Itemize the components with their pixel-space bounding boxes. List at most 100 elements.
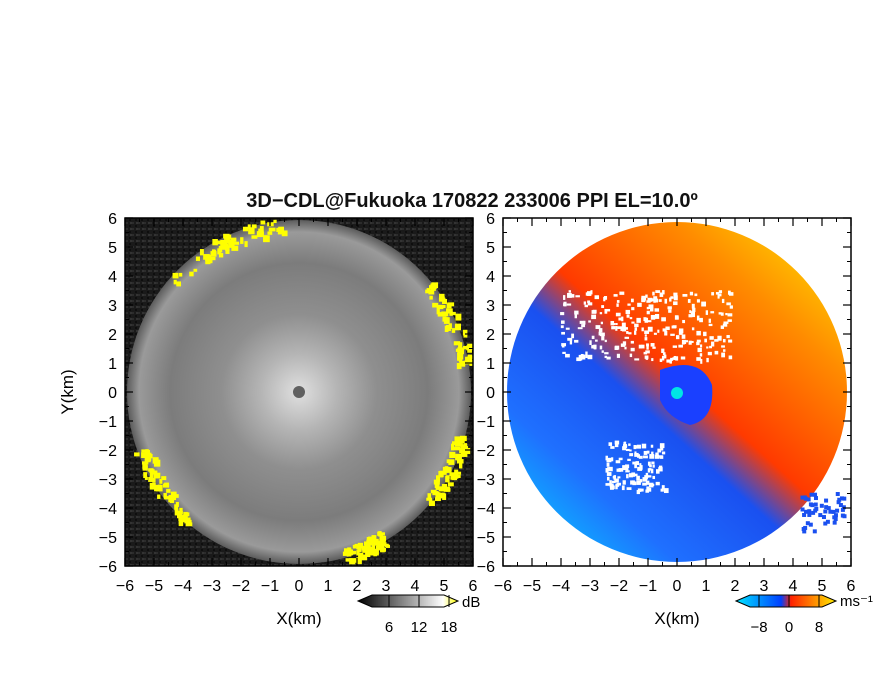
gap-cell [661,485,665,490]
highlight-cell [178,514,184,522]
gap-cell [705,310,709,315]
gap-cell [610,446,615,449]
y-tick-label: −1 [477,414,495,431]
gap-cell [637,488,642,492]
gap-cell [630,347,635,352]
highlight-cell [459,462,463,469]
y-tick-label: 4 [108,269,117,286]
x-tick-label: −2 [232,578,250,595]
gap-cell [591,314,597,320]
highlight-cell [244,241,248,248]
x-tick-label: 2 [353,578,362,595]
gap-cell [711,292,715,296]
gap-cell [619,291,625,295]
gap-cell [653,332,657,335]
x-tick-label: 6 [469,578,478,595]
highlight-cell [366,541,372,546]
gap-cell [676,316,679,320]
x-tick-label: −3 [581,578,599,595]
x-tick-label: −2 [610,578,628,595]
gap-cell [622,445,628,448]
gap-cell [690,340,694,343]
gap-cell [718,312,722,315]
gap-cell [645,350,650,354]
gap-cell [636,489,640,495]
y-tick-label: 5 [486,240,495,257]
highlight-cell [206,258,213,263]
gap-cell [651,451,654,455]
gap-cell [648,468,652,471]
gap-cell [588,320,591,323]
edge-cell [823,509,828,514]
highlight-cell [149,482,156,490]
gap-cell [621,485,625,491]
highlight-cell [432,302,439,308]
gap-cell [696,339,701,343]
gap-cell [584,304,589,308]
highlight-cell [461,361,466,367]
highlight-cell [460,444,464,451]
highlight-cell [375,549,379,556]
gap-cell [571,333,575,339]
gap-cell [647,326,653,332]
gap-cell [606,462,610,467]
gap-cell [647,461,651,466]
edge-cell [807,509,812,514]
gap-cell [725,313,728,316]
gap-cell [650,314,656,320]
gap-cell [622,341,627,346]
highlight-cell [449,311,453,316]
gap-cell [621,316,624,322]
gap-cell [616,482,622,486]
gap-cell [634,327,638,331]
highlight-cell [218,253,224,258]
highlight-cell [354,543,361,548]
highlight-cell [163,496,169,500]
highlight-cell [174,509,179,516]
y-tick-label: −3 [477,472,495,489]
highlight-cell [143,472,148,479]
highlight-cell [259,226,264,232]
highlight-cell [428,289,435,295]
gap-cell [634,463,637,469]
highlight-cell [356,550,360,556]
gap-cell [646,343,649,347]
gap-cell [622,465,626,471]
x-tick-label: −6 [116,578,134,595]
gap-cell [658,455,663,458]
highlight-cell [183,511,188,519]
highlight-cell [446,324,451,331]
highlight-cell [383,542,387,547]
gap-cell [614,345,620,350]
gap-cell [645,480,650,485]
colorbar-tick-label: 18 [441,619,458,636]
y-tick-label: 5 [108,240,117,257]
gap-cell [629,317,633,320]
gap-cell [708,318,711,323]
highlight-cell [451,328,456,333]
gap-cell [721,298,725,304]
y-tick-label: 3 [486,298,495,315]
highlight-cell [443,317,449,322]
highlight-cell [436,307,440,315]
gap-cell [643,455,648,459]
gap-cell [629,453,634,457]
gap-cell [646,344,649,350]
gap-cell [599,312,603,315]
gap-cell [606,476,610,481]
gap-cell [563,301,567,307]
gap-cell [665,326,670,331]
edge-cell [812,529,817,534]
edge-cell [833,513,838,518]
highlight-cell [370,538,374,545]
edge-cell [800,495,805,500]
gap-cell [617,326,623,330]
gap-cell [652,346,656,349]
highlight-cell [159,479,163,484]
gap-cell [615,312,621,317]
highlight-cell [199,249,204,256]
highlight-cell [349,558,356,565]
gap-cell [672,325,677,328]
gap-cell [717,335,722,341]
